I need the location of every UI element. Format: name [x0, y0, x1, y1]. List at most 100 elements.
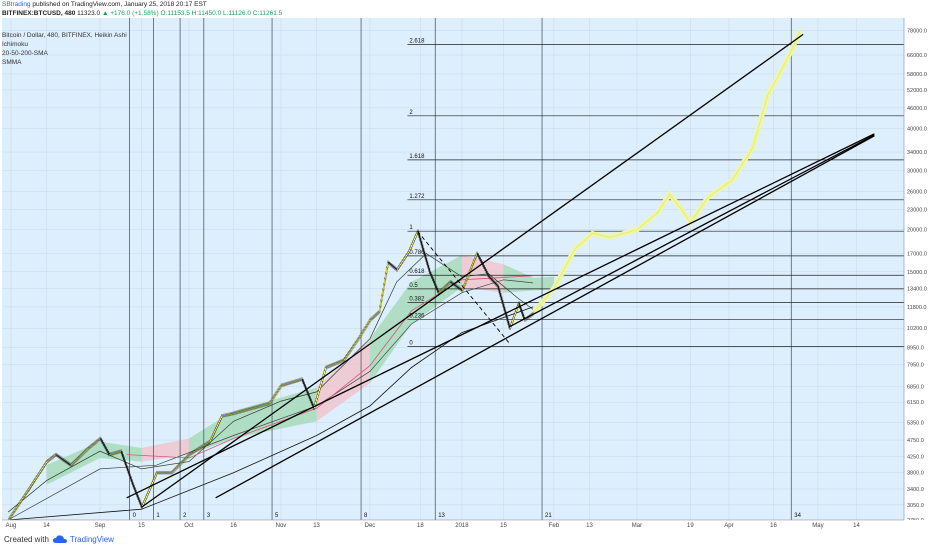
- candle-body: [93, 443, 95, 445]
- candle-body: [31, 482, 34, 485]
- price-axis[interactable]: 78000.0 66000.0 58000.0 52000.0 46000.0 40000…: [903, 18, 932, 524]
- candle-body: [14, 509, 16, 512]
- candle-body: [178, 464, 180, 466]
- indicator-series-title[interactable]: Bitcoin / Dollar, 480, BITFINEX, Heikin …: [2, 32, 127, 39]
- candle-body: [435, 285, 438, 289]
- symbol-label[interactable]: BITFINEX:BTCUSD, 480: [2, 10, 76, 17]
- candle-body: [470, 268, 472, 271]
- candle-body: [388, 263, 391, 265]
- publish-line: SBtrading published on TradingView.com, …: [2, 1, 207, 8]
- time-marker-label: 13: [438, 513, 445, 519]
- candle-body: [196, 449, 198, 451]
- candle-body: [439, 290, 441, 292]
- candle-body: [443, 287, 445, 289]
- candle-body: [413, 237, 416, 241]
- candle-body: [487, 274, 490, 277]
- indicator-ichimoku[interactable]: Ichimoku: [2, 41, 29, 48]
- price-tick-label: 15000.0: [907, 270, 927, 276]
- time-axis[interactable]: Aug 14 Sep 15 Oct 16 Nov 13 Dec 18 2018 15 Feb 13 Mar 1…: [0, 519, 932, 530]
- candle-body: [176, 466, 178, 468]
- candle-body: [207, 442, 210, 444]
- price-tick-label: 11800.0: [907, 305, 926, 311]
- price-tick-label: 23000.0: [907, 207, 927, 213]
- candle-body: [146, 493, 149, 496]
- tradingview-logo[interactable]: TradingView: [52, 535, 114, 544]
- candle-body: [64, 460, 67, 462]
- fib-level-label: 0: [409, 341, 413, 347]
- time-tick-label: Sep: [95, 523, 106, 529]
- candle-body: [78, 456, 81, 458]
- price-tick-label: 8950.0: [907, 345, 924, 351]
- candle-body: [66, 462, 69, 464]
- candle-body: [42, 466, 45, 468]
- candle-body: [426, 261, 429, 266]
- candle-body: [147, 491, 150, 494]
- candle-body: [173, 469, 175, 471]
- candle-body: [43, 464, 46, 467]
- time-markers: 0 1 2 3 5 8 13 21 34: [129, 18, 802, 520]
- price-change: ▲ +176.0 (+1.58%): [101, 10, 159, 17]
- candle-body: [94, 442, 96, 444]
- candle-body: [465, 280, 467, 284]
- candle-body: [493, 281, 496, 284]
- candle-body: [444, 286, 446, 288]
- price-tick-label: 4750.0: [907, 438, 924, 444]
- candle-body: [180, 462, 182, 464]
- candle-body: [386, 262, 389, 268]
- candle-body: [219, 417, 222, 421]
- time-marker-label: 34: [794, 513, 801, 519]
- candle-body: [490, 278, 493, 280]
- candle-body: [502, 303, 505, 308]
- candle-body: [411, 242, 414, 246]
- candle-body: [88, 447, 90, 449]
- candle-body: [478, 257, 481, 260]
- candle-body: [50, 457, 53, 459]
- time-tick-label: 2018: [455, 523, 469, 529]
- candle-body: [431, 276, 434, 279]
- candle-body: [447, 283, 449, 285]
- candle-body: [269, 401, 271, 404]
- time-marker-label: 8: [364, 513, 368, 519]
- candle-body: [32, 481, 35, 483]
- candle-body: [20, 500, 22, 503]
- candle-body: [347, 352, 350, 355]
- candle-body: [193, 451, 195, 453]
- publisher-link[interactable]: SBtrading: [2, 1, 31, 8]
- candle-body: [210, 437, 213, 440]
- candle-body: [399, 263, 402, 266]
- candle-body: [218, 420, 221, 423]
- indicator-smma[interactable]: SMMA: [2, 59, 22, 66]
- projection-path: [531, 29, 803, 315]
- time-axis-bg: [0, 520, 932, 530]
- candle-body: [405, 254, 408, 257]
- candle-body: [137, 497, 140, 500]
- candle-body: [121, 453, 124, 457]
- candle-body: [80, 454, 82, 456]
- high-value: H:11450.0: [191, 10, 222, 17]
- candle-body: [372, 317, 374, 319]
- candle-body: [272, 397, 274, 400]
- indicator-sma[interactable]: 20-50-200-SMA: [2, 50, 48, 57]
- candle-body: [369, 319, 371, 322]
- candle-body: [62, 459, 65, 461]
- candle-body: [274, 394, 276, 397]
- candle-body: [101, 440, 103, 443]
- candle-body: [46, 460, 49, 462]
- candle-body: [455, 285, 457, 287]
- candle-body: [515, 308, 518, 312]
- candle-body: [301, 379, 304, 382]
- candle-body: [186, 456, 188, 458]
- candle-body: [38, 472, 41, 474]
- candle-body: [151, 481, 154, 485]
- candle-body: [79, 455, 81, 457]
- candle-body: [479, 259, 482, 262]
- time-marker-label: 0: [133, 513, 137, 519]
- candle-body: [445, 285, 447, 287]
- candle-body: [364, 327, 366, 330]
- candle-body: [40, 469, 43, 471]
- candle-body: [360, 333, 362, 336]
- candle-body: [126, 467, 129, 471]
- candle-body: [170, 472, 172, 474]
